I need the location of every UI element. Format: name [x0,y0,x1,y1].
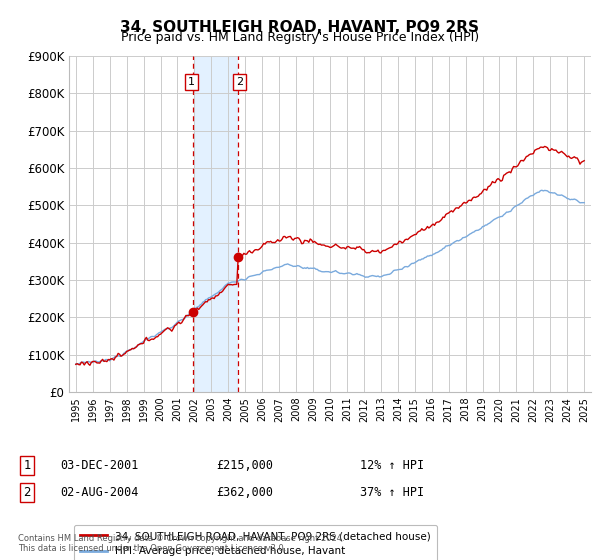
Text: 02-AUG-2004: 02-AUG-2004 [60,486,139,500]
Text: Price paid vs. HM Land Registry's House Price Index (HPI): Price paid vs. HM Land Registry's House … [121,31,479,44]
Text: 2: 2 [23,486,31,500]
Text: £215,000: £215,000 [216,459,273,473]
Text: 2: 2 [236,77,244,87]
Text: 34, SOUTHLEIGH ROAD, HAVANT, PO9 2RS: 34, SOUTHLEIGH ROAD, HAVANT, PO9 2RS [121,20,479,35]
Text: £362,000: £362,000 [216,486,273,500]
Text: 12% ↑ HPI: 12% ↑ HPI [360,459,424,473]
Text: 1: 1 [23,459,31,473]
Text: 03-DEC-2001: 03-DEC-2001 [60,459,139,473]
Text: 37% ↑ HPI: 37% ↑ HPI [360,486,424,500]
Legend: 34, SOUTHLEIGH ROAD, HAVANT, PO9 2RS (detached house), HPI: Average price, detac: 34, SOUTHLEIGH ROAD, HAVANT, PO9 2RS (de… [74,525,437,560]
Text: 1: 1 [188,77,195,87]
Text: Contains HM Land Registry data © Crown copyright and database right 2024.
This d: Contains HM Land Registry data © Crown c… [18,534,344,553]
